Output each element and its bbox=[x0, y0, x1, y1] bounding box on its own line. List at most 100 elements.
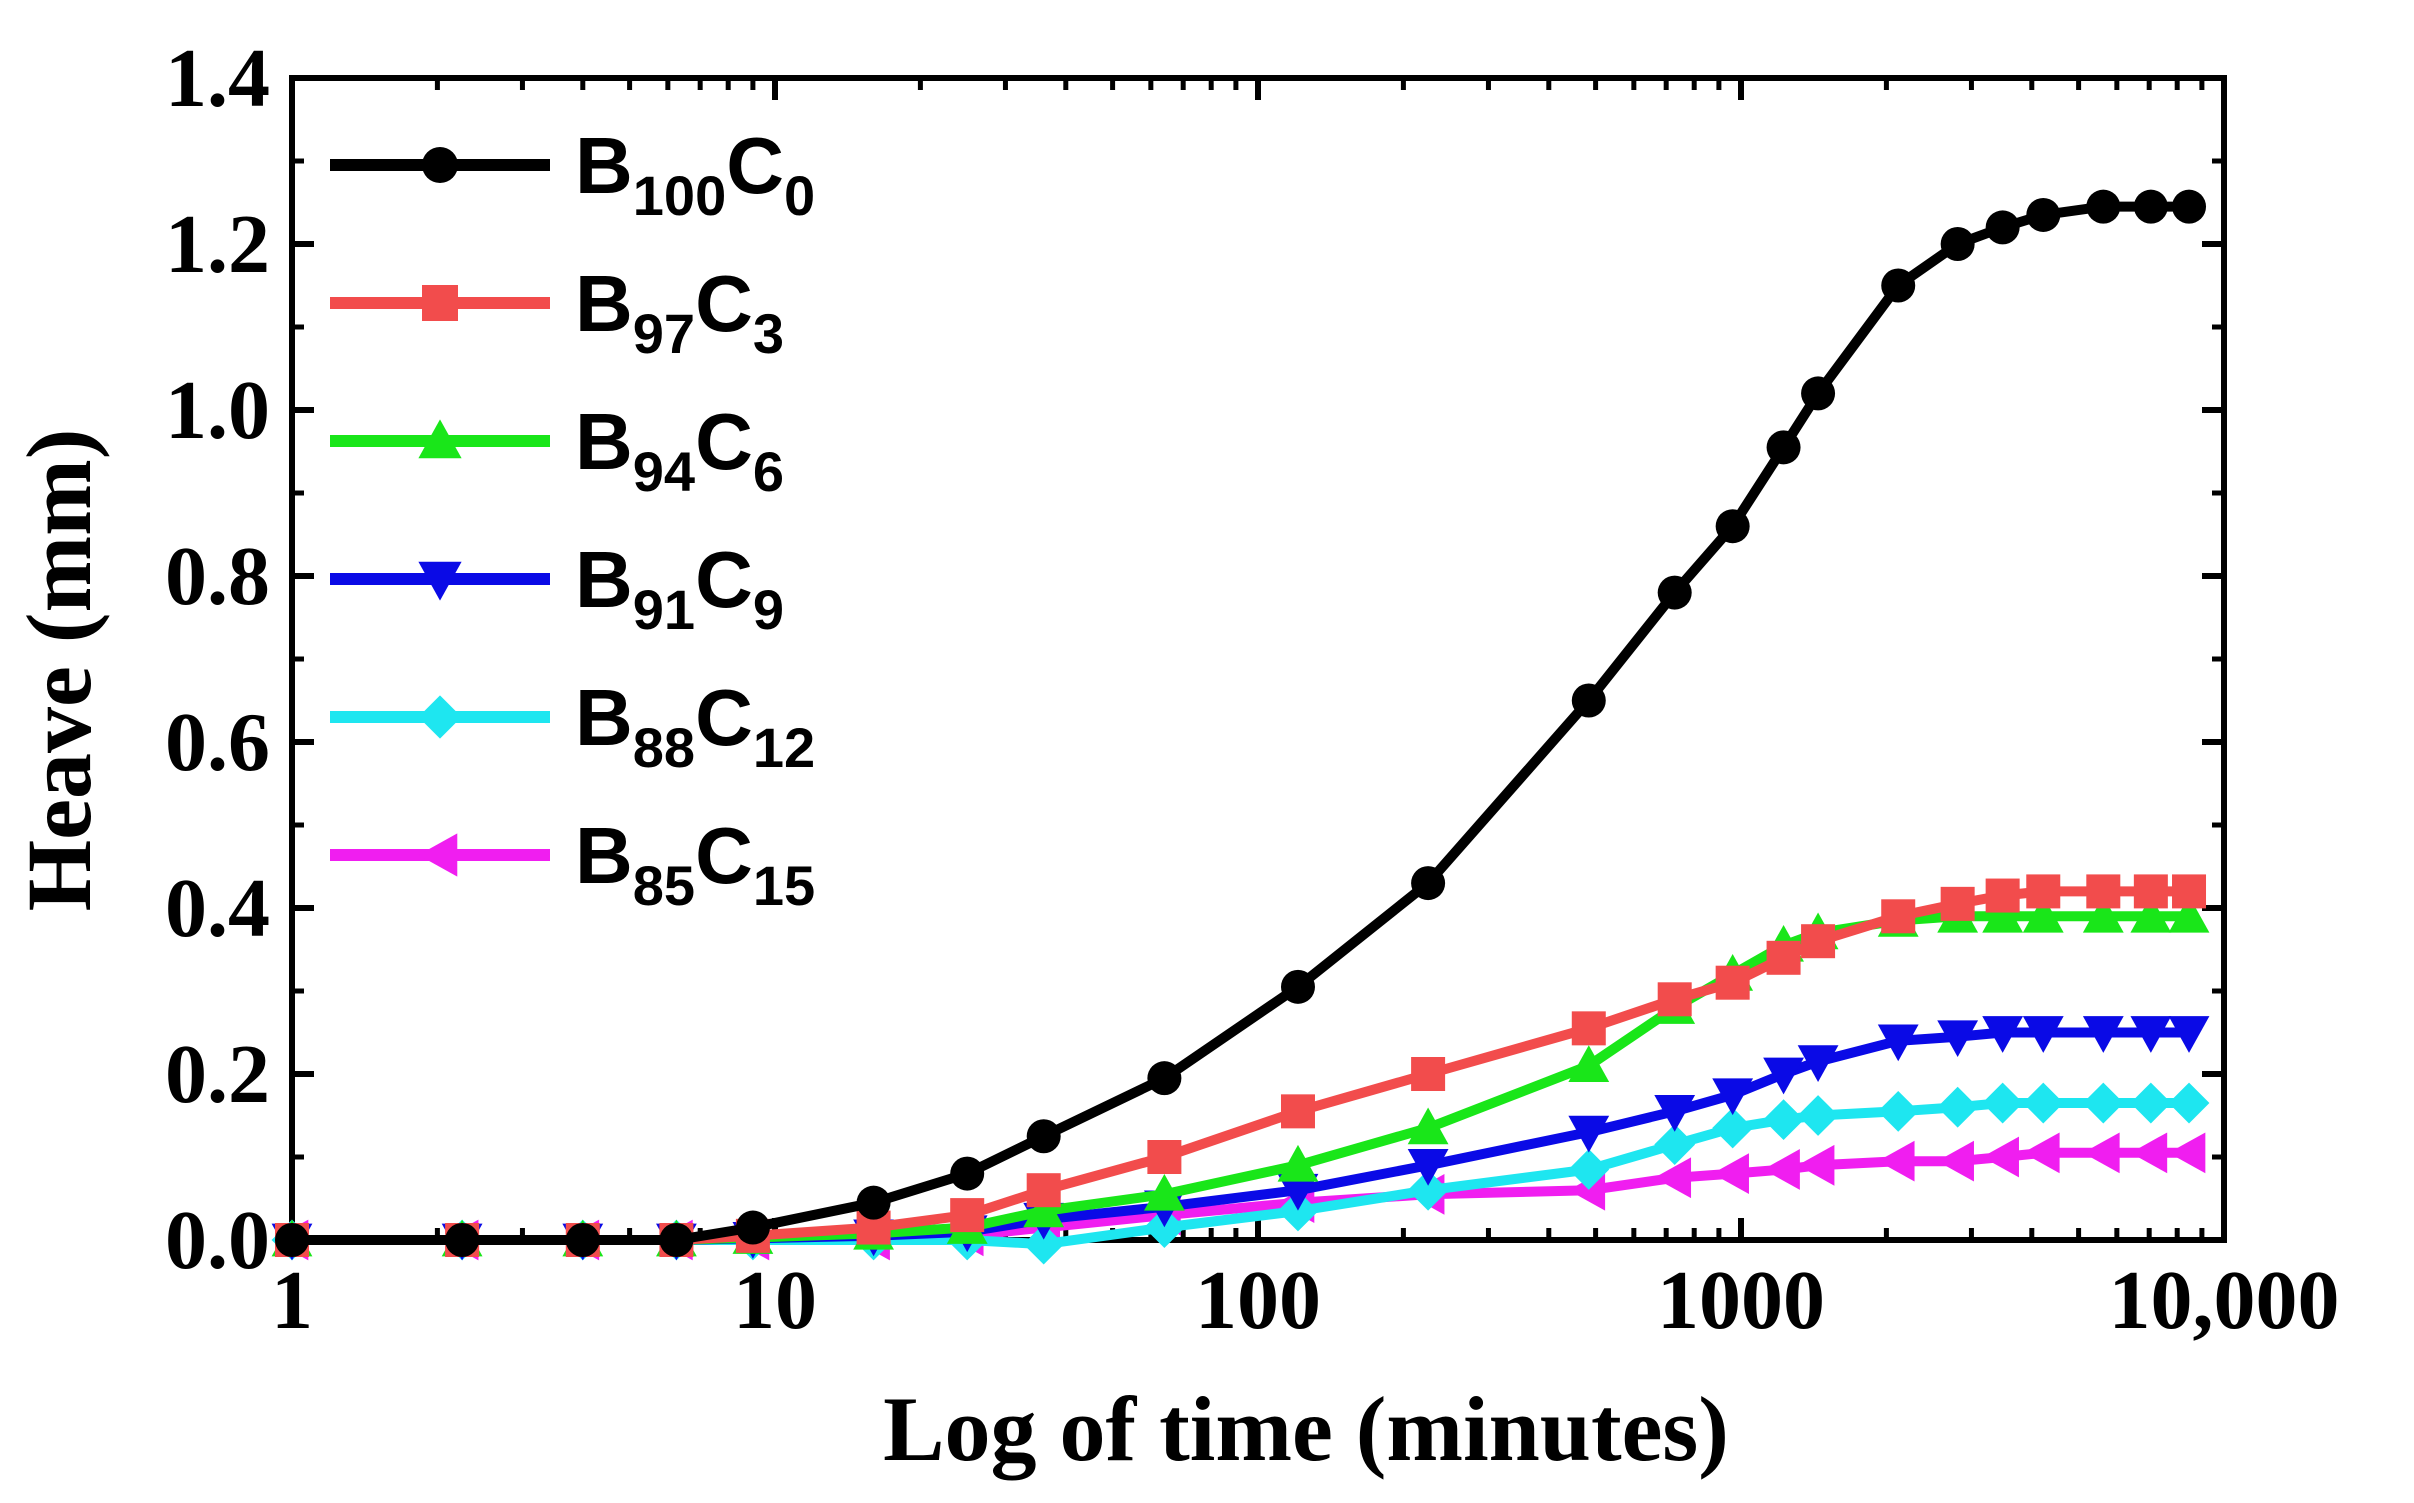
data-point-B85C15 bbox=[2082, 1132, 2120, 1174]
data-point-B100C0 bbox=[2086, 189, 2121, 224]
legend-main-text: C bbox=[695, 397, 753, 486]
data-point-B97C3 bbox=[1801, 924, 1836, 959]
legend-main-text: B bbox=[575, 535, 633, 624]
data-point-B88C12 bbox=[2022, 1082, 2064, 1124]
data-point-B97C3 bbox=[1881, 899, 1916, 934]
data-point-B94C6 bbox=[2130, 895, 2172, 933]
data-point-B91C9 bbox=[2130, 1016, 2172, 1053]
data-point-B97C3 bbox=[2086, 874, 2121, 909]
data-point-B100C0 bbox=[2026, 197, 2061, 232]
data-point-B97C3 bbox=[1280, 1094, 1315, 1129]
data-point-B85C15 bbox=[1937, 1140, 1974, 1182]
data-point-B100C0 bbox=[275, 1223, 309, 1257]
data-point-B88C12 bbox=[1407, 1169, 1449, 1211]
legend-item-B100C0: B100C0 bbox=[330, 121, 815, 227]
y-tick-label: 0.0 bbox=[165, 1194, 270, 1287]
legend-subscript: 12 bbox=[753, 716, 815, 779]
data-point-B91C9 bbox=[1982, 1016, 2024, 1053]
data-point-B85C15 bbox=[1712, 1153, 1749, 1194]
data-point-B91C9 bbox=[2168, 1016, 2210, 1053]
series-line-B94C6 bbox=[292, 911, 2189, 1245]
data-point-B91C9 bbox=[1763, 1057, 1804, 1095]
x-tick-label: 10,000 bbox=[2109, 1254, 2340, 1347]
data-point-B88C12 bbox=[1023, 1223, 1065, 1265]
data-point-B91C9 bbox=[1654, 1095, 1696, 1132]
y-tick-label: 1.4 bbox=[165, 32, 270, 125]
data-point-B88C12 bbox=[1277, 1190, 1319, 1232]
legend-item-B94C6: B94C6 bbox=[330, 397, 784, 503]
x-tick-label: 10 bbox=[733, 1254, 817, 1347]
series-layer bbox=[271, 189, 2210, 1265]
legend-item-B97C3: B97C3 bbox=[330, 259, 784, 365]
data-point-B97C3 bbox=[1411, 1057, 1446, 1091]
data-point-B91C9 bbox=[1937, 1020, 1979, 1058]
legend-item-B91C9: B91C9 bbox=[330, 535, 784, 641]
data-point-B97C3 bbox=[1940, 886, 1975, 921]
data-point-B88C12 bbox=[1877, 1090, 1919, 1132]
legend-subscript: 15 bbox=[753, 854, 815, 917]
data-point-B94C6 bbox=[2022, 895, 2064, 933]
data-point-B100C0 bbox=[1766, 430, 1801, 465]
data-point-B100C0 bbox=[1985, 210, 2020, 245]
data-point-B88C12 bbox=[1763, 1099, 1804, 1141]
data-point-B88C12 bbox=[1143, 1207, 1185, 1248]
data-point-B91C9 bbox=[1797, 1045, 1839, 1082]
y-tick-label: 1.0 bbox=[165, 364, 270, 457]
data-point-B100C0 bbox=[445, 1223, 480, 1257]
legend-subscript: 85 bbox=[633, 854, 695, 917]
legend-marker bbox=[418, 561, 462, 601]
data-point-B100C0 bbox=[1571, 683, 1606, 718]
data-point-B100C0 bbox=[1657, 575, 1692, 610]
legend-main-text: C bbox=[695, 259, 753, 348]
series-B91C9 bbox=[271, 1016, 2210, 1261]
data-point-B97C3 bbox=[1985, 878, 2020, 913]
plot-frame bbox=[289, 75, 2227, 1243]
data-point-B100C0 bbox=[1801, 376, 1836, 411]
data-point-B100C0 bbox=[1411, 866, 1446, 901]
legend-subscript: 0 bbox=[784, 164, 815, 227]
legend-label: B85C15 bbox=[575, 811, 815, 917]
data-point-B85C15 bbox=[2168, 1132, 2206, 1174]
data-point-B88C12 bbox=[1982, 1082, 2024, 1124]
legend-label: B91C9 bbox=[575, 535, 784, 641]
x-axis-title: Log of time (minutes) bbox=[883, 1378, 1729, 1480]
y-tick-label: 1.2 bbox=[165, 198, 270, 291]
data-point-B94C6 bbox=[1143, 1173, 1185, 1211]
data-point-B97C3 bbox=[2026, 874, 2061, 909]
x-tick-label: 1000 bbox=[1657, 1254, 1825, 1347]
data-point-B100C0 bbox=[1026, 1119, 1061, 1154]
data-point-B100C0 bbox=[2172, 189, 2207, 224]
legend-main-text: C bbox=[695, 535, 753, 624]
data-point-B100C0 bbox=[1881, 268, 1916, 303]
data-point-B97C3 bbox=[1571, 1011, 1606, 1046]
data-point-B100C0 bbox=[1715, 509, 1750, 544]
y-tick-label: 0.4 bbox=[165, 862, 270, 955]
data-point-B100C0 bbox=[1147, 1061, 1182, 1096]
data-point-B85C15 bbox=[1763, 1149, 1800, 1190]
legend-main-text: B bbox=[575, 811, 633, 900]
legend-marker bbox=[418, 695, 462, 739]
legend-main-text: C bbox=[695, 673, 753, 762]
data-point-B94C6 bbox=[1277, 1144, 1319, 1182]
data-point-B88C12 bbox=[2130, 1082, 2172, 1124]
data-point-B85C15 bbox=[1982, 1136, 2019, 1178]
legend-label: B100C0 bbox=[575, 121, 815, 227]
data-point-B100C0 bbox=[950, 1156, 985, 1191]
data-point-B97C3 bbox=[2133, 874, 2168, 909]
axes-layer: 0.00.20.40.60.81.01.21.41 10 100 1000 10,000 bbox=[165, 32, 2340, 1347]
data-point-B97C3 bbox=[2172, 874, 2207, 909]
data-point-B88C12 bbox=[1937, 1086, 1979, 1128]
x-tick-label: 1 bbox=[271, 1254, 313, 1347]
data-point-B97C3 bbox=[1766, 940, 1801, 975]
legend-item-B88C12: B88C12 bbox=[330, 673, 815, 779]
data-point-B91C9 bbox=[1407, 1148, 1449, 1186]
data-point-B85C15 bbox=[1877, 1140, 1915, 1182]
data-point-B94C6 bbox=[2168, 895, 2210, 933]
legend-main-text: B bbox=[575, 259, 633, 348]
data-point-B91C9 bbox=[1277, 1173, 1319, 1211]
data-point-B100C0 bbox=[1940, 227, 1975, 261]
data-point-B88C12 bbox=[2168, 1082, 2210, 1124]
legend-subscript: 6 bbox=[753, 440, 784, 503]
data-point-B94C6 bbox=[1568, 1045, 1610, 1083]
